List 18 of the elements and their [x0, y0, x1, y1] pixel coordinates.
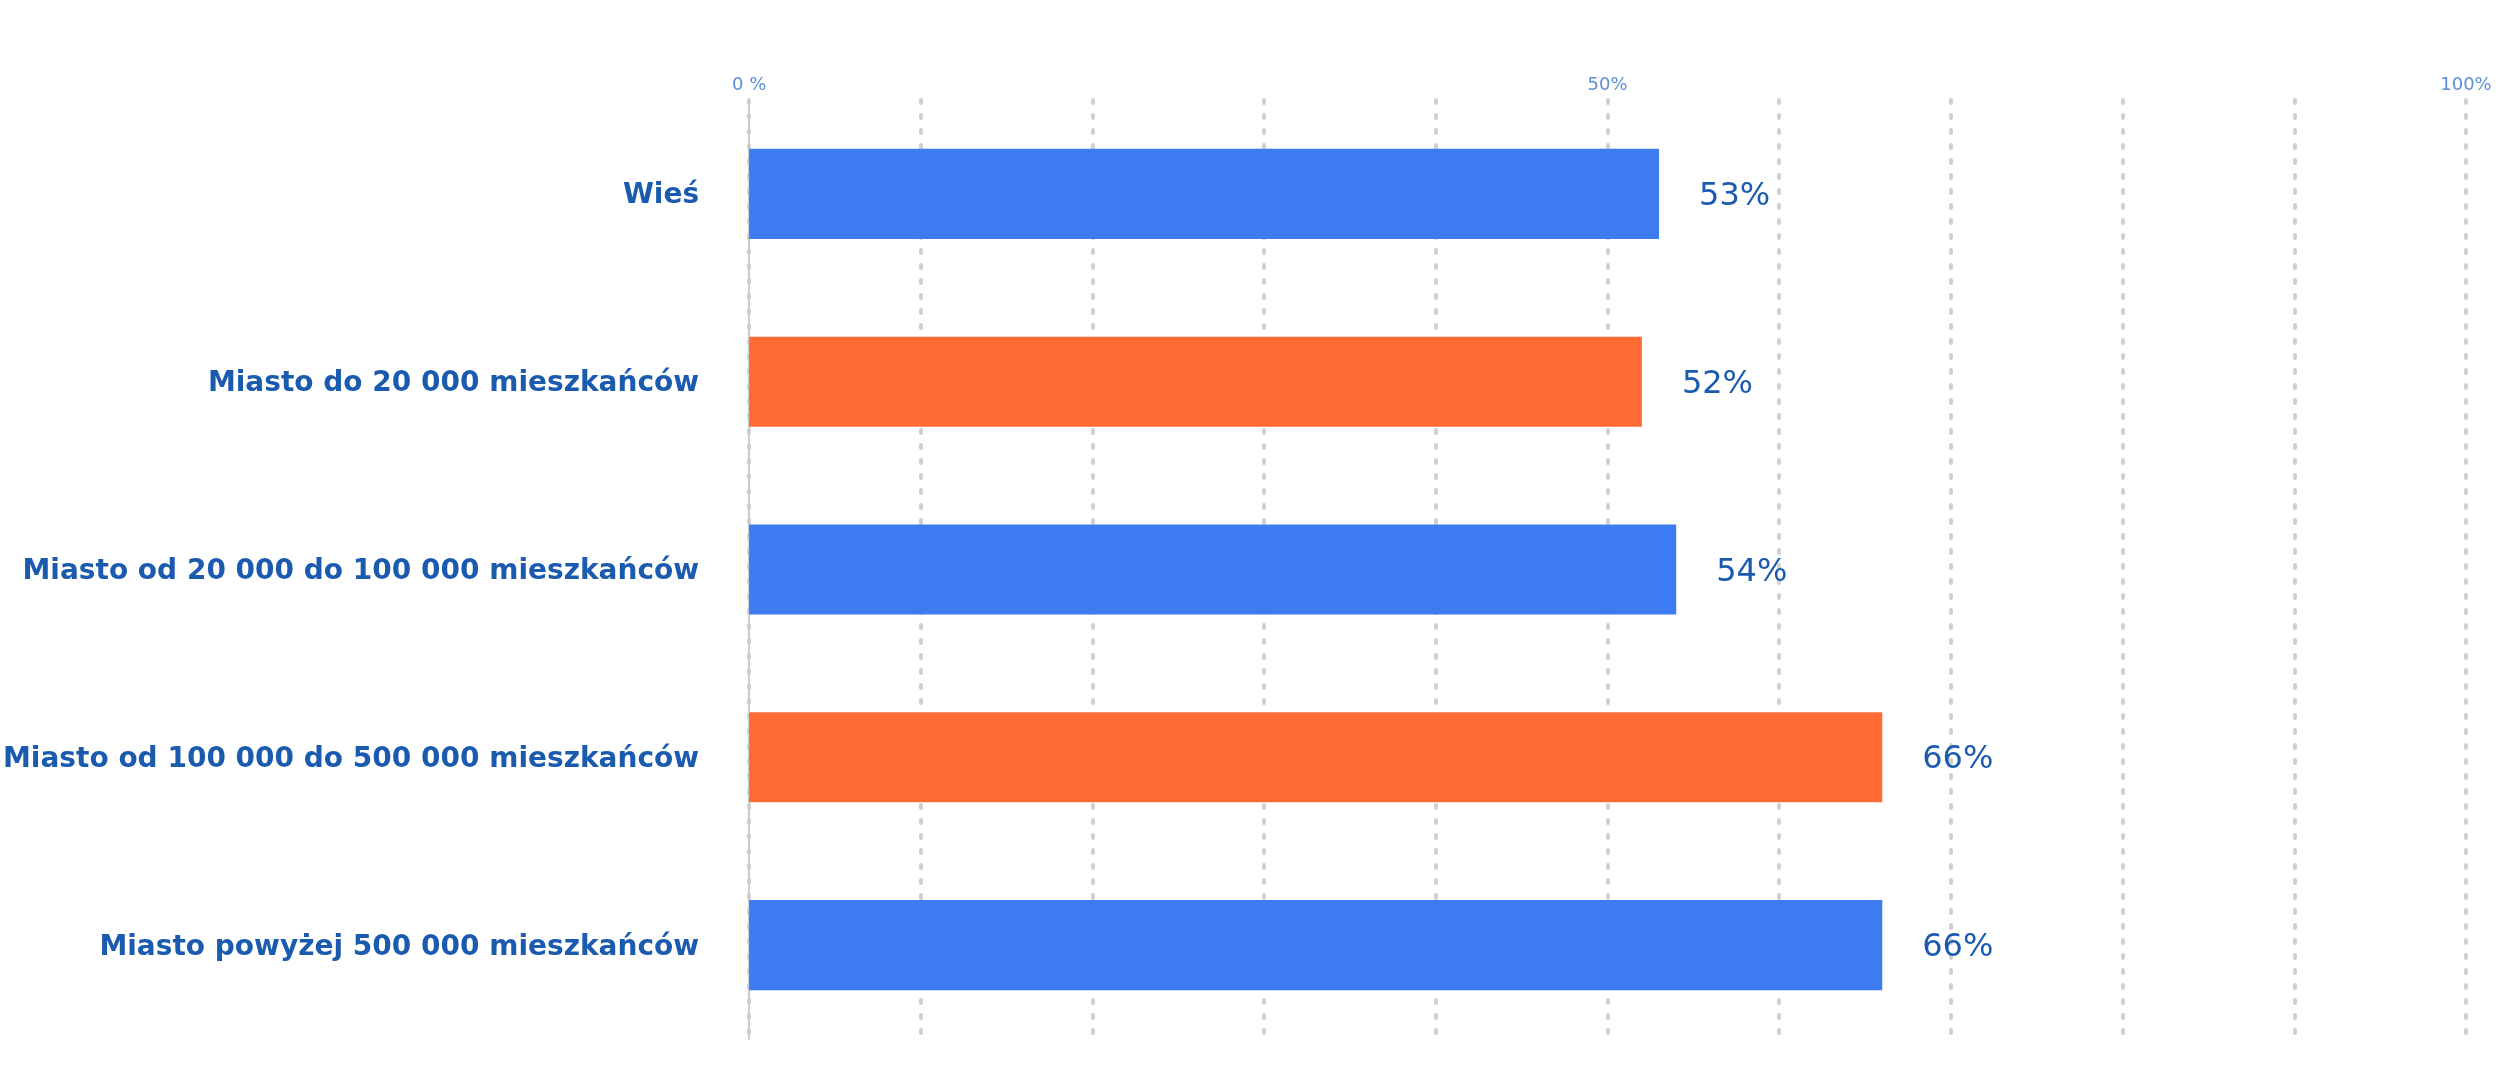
y-tick-label: Miasto powyżej 500 000 mieszkańców	[99, 928, 700, 962]
y-tick-label: Miasto do 20 000 mieszkańców	[207, 365, 700, 399]
data-label: 54%	[1716, 550, 1788, 589]
bar	[749, 900, 1883, 991]
bar	[749, 524, 1677, 615]
x-tick-label: 50%	[1587, 72, 1628, 94]
bar	[749, 712, 1883, 803]
x-tick-label: 0 %	[731, 72, 767, 94]
bar	[749, 336, 1642, 427]
y-tick-label: Miasto od 20 000 do 100 000 mieszkańców	[22, 553, 700, 586]
data-label: 52%	[1681, 362, 1754, 401]
y-tick-label: Wieś	[622, 177, 700, 211]
data-label: 53%	[1699, 174, 1771, 213]
data-label: 66%	[1922, 738, 1994, 777]
data-label: 66%	[1922, 926, 1994, 965]
x-tick-label: 100%	[2440, 72, 2492, 94]
y-tick-label: Miasto od 100 000 do 500 000 mieszkańców	[2, 740, 700, 774]
bar	[749, 148, 1660, 239]
